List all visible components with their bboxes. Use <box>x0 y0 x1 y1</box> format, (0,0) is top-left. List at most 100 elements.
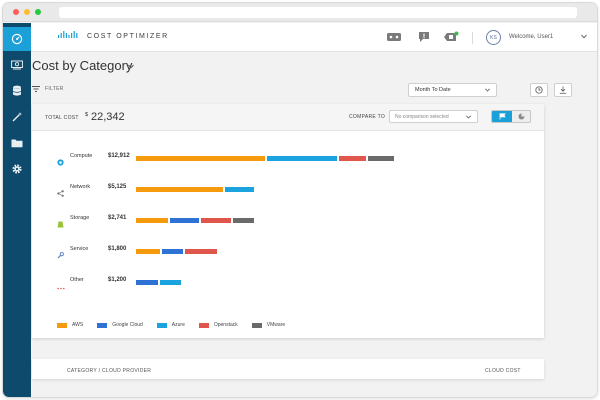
bar-view-button[interactable] <box>492 111 512 122</box>
chevron-down-icon <box>485 88 490 92</box>
bar-segment-network-aws[interactable] <box>136 187 223 192</box>
compute-row-icon <box>57 153 64 171</box>
date-range-select[interactable]: Month To Date <box>408 83 497 97</box>
category-total-other: $1,200 <box>108 277 127 283</box>
bar-segment-compute-azure[interactable] <box>266 156 338 161</box>
sidebar <box>3 23 31 397</box>
compare-select[interactable]: No comparison selected <box>389 110 478 123</box>
welcome-user-menu[interactable]: Welcome, User1 <box>509 34 554 40</box>
pie-chart-icon <box>518 113 525 120</box>
category-total-service: $1,800 <box>108 246 127 252</box>
bar-segment-other-azure[interactable] <box>160 280 182 285</box>
cost-chart-card: TOTAL COST $ 22,342 COMPARE TO No compar… <box>32 104 544 338</box>
category-total-network: $5,125 <box>108 184 127 190</box>
legend-swatch <box>251 322 262 328</box>
browser-chrome <box>3 3 597 22</box>
legend-label: Openstack <box>213 322 238 328</box>
other-row-icon <box>57 277 65 295</box>
legend-item-google-cloud[interactable]: Google Cloud <box>97 322 143 328</box>
compare-to-label: COMPARE TO <box>349 114 386 120</box>
bar-segment-service-aws[interactable] <box>136 249 161 254</box>
bar-segment-compute-openstack[interactable] <box>339 156 366 161</box>
divider <box>472 32 473 44</box>
filter-icon <box>32 86 40 92</box>
pie-view-button[interactable] <box>512 111 530 122</box>
sidebar-item-settings[interactable] <box>3 157 31 181</box>
compute-icon <box>57 159 64 166</box>
cisco-logo-icon <box>58 31 78 38</box>
legend-swatch <box>97 322 108 328</box>
folder-icon <box>11 139 23 148</box>
bar-segment-other-google-cloud[interactable] <box>136 280 159 285</box>
legend-item-azure[interactable]: Azure <box>156 322 185 328</box>
filter-label: FILTER <box>45 86 64 92</box>
service-row-icon <box>57 246 64 264</box>
storage-row-icon <box>57 215 64 233</box>
download-button[interactable] <box>554 83 572 97</box>
category-total-compute: $12,912 <box>108 153 130 159</box>
support-icon[interactable] <box>386 31 402 43</box>
bar-segment-storage-aws[interactable] <box>136 218 168 223</box>
bar-segment-network-azure[interactable] <box>224 187 254 192</box>
network-row-icon <box>57 184 64 202</box>
sidebar-item-dashboard[interactable] <box>3 27 31 51</box>
card-header: TOTAL COST $ 22,342 COMPARE TO No compar… <box>32 104 544 131</box>
sidebar-item-billing[interactable] <box>3 53 31 77</box>
legend-label: AWS <box>72 322 84 328</box>
top-bar: COST OPTIMIZER KS Welcome, User1 <box>31 23 597 52</box>
category-label-other: Other <box>70 277 84 283</box>
maximize-window-button[interactable] <box>35 9 41 15</box>
storage-icon <box>57 221 64 228</box>
minimize-window-button[interactable] <box>24 9 30 15</box>
view-toggle <box>491 110 531 123</box>
bar-segment-compute-aws[interactable] <box>136 156 265 161</box>
category-label-compute: Compute <box>70 153 93 159</box>
sidebar-item-folders[interactable] <box>3 131 31 155</box>
network-share-icon <box>57 190 64 197</box>
app-title: COST OPTIMIZER <box>87 33 169 40</box>
sidebar-item-database[interactable] <box>3 79 31 103</box>
date-range-value: Month To Date <box>415 87 451 93</box>
legend-label: Google Cloud <box>112 322 143 328</box>
filter-button[interactable]: FILTER <box>32 86 64 92</box>
chevron-down-icon[interactable] <box>581 34 587 39</box>
dashboard-gauge-icon <box>11 33 23 45</box>
total-cost-label: TOTAL COST <box>45 115 79 121</box>
legend-swatch <box>156 322 167 328</box>
address-bar[interactable] <box>59 7 577 18</box>
bar-segment-storage-openstack[interactable] <box>200 218 231 223</box>
close-window-button[interactable] <box>13 9 19 15</box>
category-total-storage: $2,741 <box>108 215 127 221</box>
history-button[interactable] <box>530 83 548 97</box>
notifications-icon[interactable] <box>443 31 459 43</box>
legend-item-openstack[interactable]: Openstack <box>198 322 238 328</box>
browser-window: COST OPTIMIZER KS Welcome, User1 Cost by… <box>3 3 597 397</box>
table-header-category[interactable]: CATEGORY / CLOUD PROVIDER <box>67 368 152 374</box>
chart-legend: AWS Google Cloud Azure Openstack VMware <box>57 322 299 328</box>
category-label-network: Network <box>70 184 91 190</box>
legend-item-aws[interactable]: AWS <box>57 322 83 328</box>
legend-swatch <box>57 322 67 328</box>
bar-segment-service-google-cloud[interactable] <box>162 249 184 254</box>
download-icon <box>559 86 567 94</box>
chevron-down-icon <box>466 115 471 119</box>
wrench-icon <box>57 252 64 259</box>
legend-label: VMware <box>266 322 286 328</box>
legend-item-vmware[interactable]: VMware <box>251 322 286 328</box>
chevron-down-icon[interactable] <box>128 64 134 69</box>
category-label-storage: Storage <box>70 215 90 221</box>
bar-segment-service-openstack[interactable] <box>185 249 217 254</box>
bar-segment-storage-vmware[interactable] <box>232 218 254 223</box>
avatar[interactable]: KS <box>486 30 501 45</box>
bar-segment-compute-vmware[interactable] <box>367 156 394 161</box>
sidebar-item-tools[interactable] <box>3 105 31 129</box>
flag-icon <box>499 113 506 120</box>
compare-placeholder: No comparison selected <box>395 114 449 120</box>
clock-icon <box>535 86 543 94</box>
page-title: Cost by Category <box>32 58 133 73</box>
table-header-cloud-cost[interactable]: CLOUD COST <box>485 368 521 374</box>
chat-icon[interactable] <box>418 31 430 43</box>
bar-segment-storage-google-cloud[interactable] <box>169 218 199 223</box>
legend-label: Azure <box>171 322 185 328</box>
database-icon <box>13 85 21 96</box>
